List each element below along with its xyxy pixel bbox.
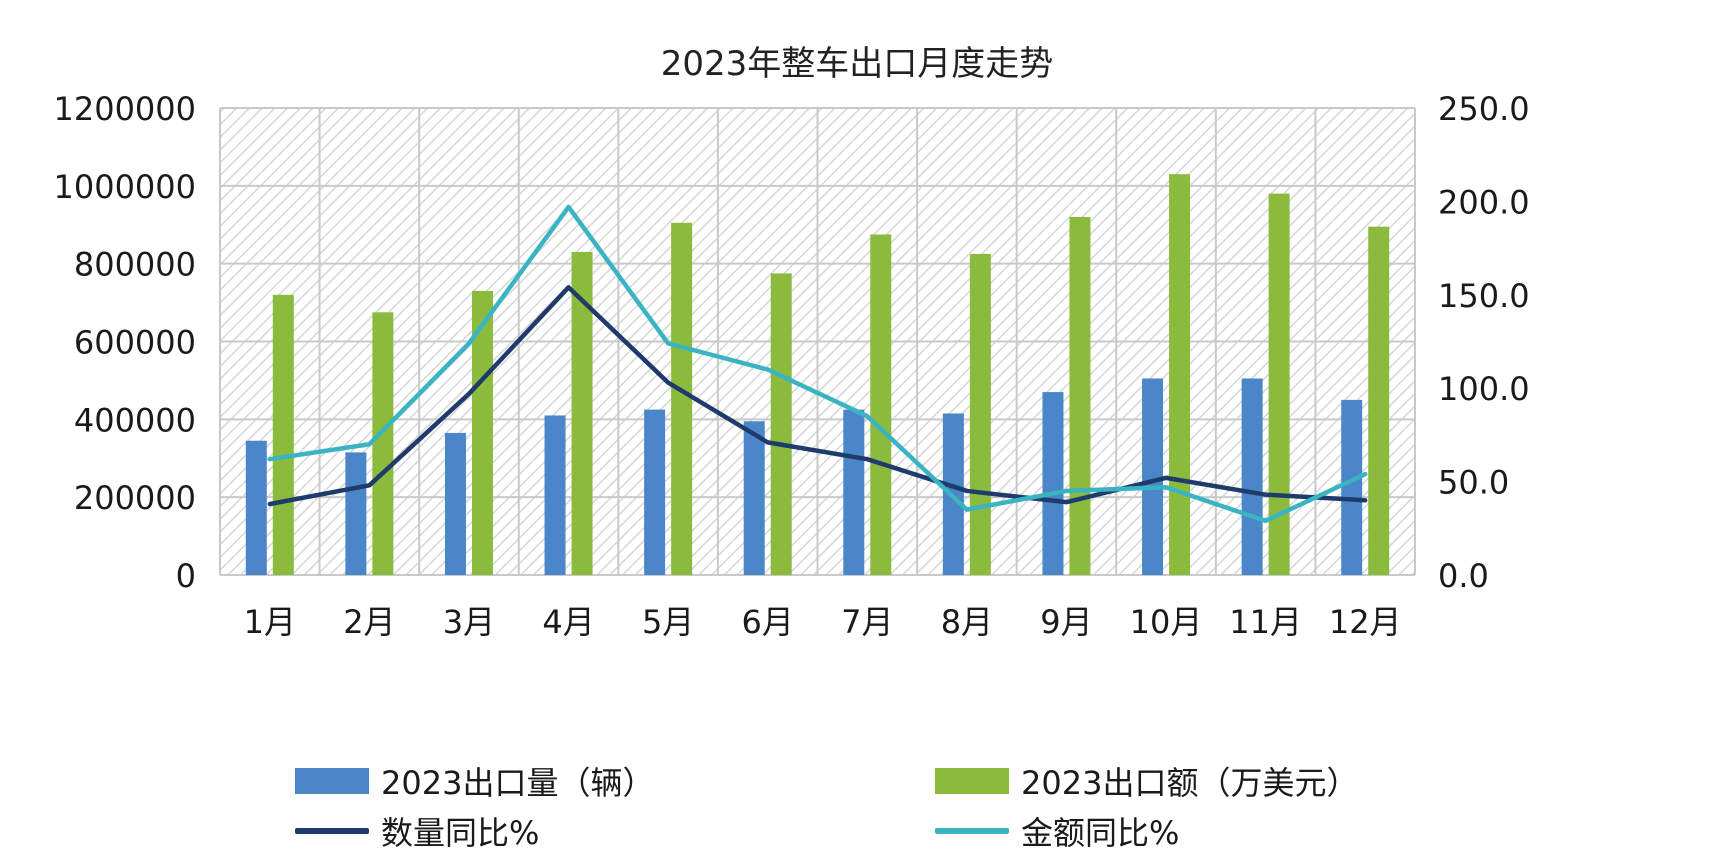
bar [1241, 378, 1263, 575]
bar [1268, 193, 1290, 575]
legend-item-export-volume: 2023出口量（辆） [295, 758, 654, 804]
y-right-tick-label: 50.0 [1438, 464, 1509, 502]
y-left-tick-label: 200000 [74, 479, 196, 517]
x-tick-label: 6月 [742, 603, 794, 641]
y-axis-left: 0 200000 400000 600000 800000 1000000 1200000 [53, 90, 196, 595]
series-lines [267, 204, 1368, 524]
legend-swatch [935, 768, 1009, 794]
y-left-tick-label: 400000 [74, 401, 196, 439]
legend-swatch [935, 828, 1009, 834]
grid-lines [219, 107, 1416, 576]
bar [870, 234, 892, 575]
bar [345, 452, 367, 575]
bar [471, 290, 493, 575]
legend-label: 2023出口量（辆） [381, 764, 655, 802]
bar [1341, 399, 1363, 575]
bar [245, 440, 267, 575]
legend-label: 金额同比% [1021, 814, 1180, 852]
y-right-tick-label: 200.0 [1438, 183, 1530, 221]
y-left-tick-label: 0 [176, 557, 196, 595]
x-tick-label: 2月 [343, 603, 395, 641]
x-tick-label: 11月 [1229, 603, 1302, 641]
legend-item-volume-yoy: 数量同比% [295, 808, 539, 854]
bar [372, 312, 394, 575]
y-left-tick-label: 1200000 [53, 90, 196, 128]
bar [1368, 226, 1390, 575]
legend-swatch [295, 828, 369, 834]
y-right-tick-label: 150.0 [1438, 277, 1530, 315]
bar [1142, 378, 1164, 575]
bar [1042, 392, 1064, 575]
legend-swatch [295, 768, 369, 794]
bar [743, 421, 765, 575]
x-tick-label: 1月 [244, 603, 296, 641]
y-right-tick-label: 250.0 [1438, 90, 1530, 128]
bar [671, 222, 693, 575]
x-tick-label: 4月 [542, 603, 594, 641]
x-axis: 1月 2月 3月 4月 5月 6月 7月 8月 9月 10月 11月 12月 [244, 603, 1402, 641]
bar [644, 409, 666, 575]
bar [544, 415, 566, 575]
bar [770, 273, 792, 575]
x-tick-label: 7月 [841, 603, 893, 641]
legend-item-value-yoy: 金额同比% [935, 808, 1179, 854]
x-tick-label: 5月 [642, 603, 694, 641]
y-axis-right: 0.0 50.0 100.0 150.0 200.0 250.0 [1438, 90, 1530, 595]
bar [969, 253, 991, 575]
x-tick-label: 8月 [941, 603, 993, 641]
bar [444, 432, 466, 575]
bar [272, 294, 294, 575]
y-left-tick-label: 800000 [74, 246, 196, 284]
series-line [267, 285, 1368, 507]
chart-title: 2023年整车出口月度走势 [660, 44, 1054, 84]
x-tick-label: 3月 [443, 603, 495, 641]
bar [571, 251, 593, 575]
y-left-tick-label: 1000000 [53, 168, 196, 206]
bar [1169, 174, 1191, 576]
series-line [267, 204, 1368, 524]
x-tick-label: 10月 [1130, 603, 1203, 641]
x-tick-label: 9月 [1040, 603, 1092, 641]
legend-label: 数量同比% [381, 814, 540, 852]
y-right-tick-label: 0.0 [1438, 557, 1489, 595]
legend-label: 2023出口额（万美元） [1021, 764, 1359, 802]
y-right-tick-label: 100.0 [1438, 370, 1530, 408]
legend-item-export-value: 2023出口额（万美元） [935, 758, 1358, 804]
bar [843, 409, 865, 575]
y-left-tick-label: 600000 [74, 324, 196, 362]
bar [1069, 216, 1091, 575]
x-tick-label: 12月 [1329, 603, 1402, 641]
